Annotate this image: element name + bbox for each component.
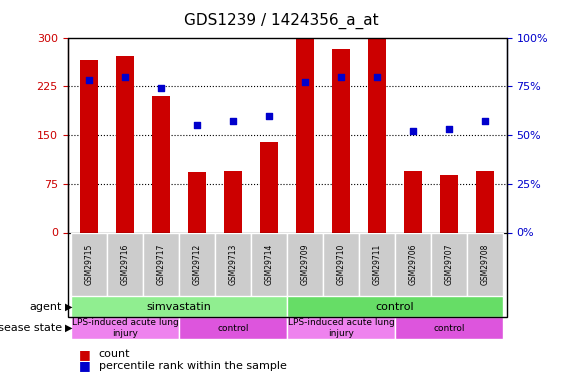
FancyBboxPatch shape <box>179 317 287 339</box>
Text: control: control <box>376 302 414 312</box>
Text: count: count <box>99 350 130 359</box>
Text: GSM29706: GSM29706 <box>409 244 418 285</box>
Point <box>229 118 238 124</box>
Bar <box>404 171 422 232</box>
FancyBboxPatch shape <box>71 296 287 317</box>
Text: GSM29713: GSM29713 <box>229 244 238 285</box>
Bar <box>368 39 386 232</box>
Text: GSM29717: GSM29717 <box>157 244 166 285</box>
Point <box>193 122 202 128</box>
Text: GSM29709: GSM29709 <box>301 244 310 285</box>
Bar <box>116 56 134 232</box>
FancyBboxPatch shape <box>431 232 467 296</box>
FancyBboxPatch shape <box>251 232 287 296</box>
FancyBboxPatch shape <box>287 232 323 296</box>
Point <box>301 80 310 86</box>
Point <box>445 126 454 132</box>
Text: ■: ■ <box>79 348 91 361</box>
FancyBboxPatch shape <box>107 232 143 296</box>
Bar <box>188 172 206 232</box>
FancyBboxPatch shape <box>143 232 179 296</box>
Point <box>265 112 274 118</box>
Text: GSM29708: GSM29708 <box>481 244 490 285</box>
Text: GSM29716: GSM29716 <box>120 244 129 285</box>
FancyBboxPatch shape <box>179 232 215 296</box>
Point <box>373 74 382 80</box>
FancyBboxPatch shape <box>287 296 503 317</box>
FancyBboxPatch shape <box>467 232 503 296</box>
Text: percentile rank within the sample: percentile rank within the sample <box>99 361 287 370</box>
Text: LPS-induced acute lung
injury: LPS-induced acute lung injury <box>72 318 178 338</box>
Point <box>481 118 490 124</box>
Text: agent: agent <box>29 302 62 312</box>
Bar <box>260 141 278 232</box>
Point <box>84 77 93 83</box>
Text: simvastatin: simvastatin <box>147 302 212 312</box>
Text: GSM29707: GSM29707 <box>445 244 454 285</box>
Text: GSM29712: GSM29712 <box>193 244 202 285</box>
Text: control: control <box>217 324 249 333</box>
FancyBboxPatch shape <box>71 317 179 339</box>
FancyBboxPatch shape <box>323 232 359 296</box>
FancyBboxPatch shape <box>395 232 431 296</box>
Bar <box>440 175 458 232</box>
Text: ▶: ▶ <box>65 302 72 312</box>
FancyBboxPatch shape <box>395 317 503 339</box>
Text: GSM29711: GSM29711 <box>373 244 382 285</box>
Text: control: control <box>434 324 465 333</box>
Text: disease state: disease state <box>0 323 62 333</box>
Text: GSM29714: GSM29714 <box>265 244 274 285</box>
Text: ▶: ▶ <box>65 323 72 333</box>
Text: GSM29715: GSM29715 <box>84 244 93 285</box>
Bar <box>332 48 350 232</box>
Bar <box>80 60 98 232</box>
Text: GSM29710: GSM29710 <box>337 244 346 285</box>
Text: ■: ■ <box>79 359 91 372</box>
Point <box>157 85 166 91</box>
Point <box>337 74 346 80</box>
Text: LPS-induced acute lung
injury: LPS-induced acute lung injury <box>288 318 395 338</box>
Bar <box>152 96 170 232</box>
Text: GDS1239 / 1424356_a_at: GDS1239 / 1424356_a_at <box>184 13 379 29</box>
FancyBboxPatch shape <box>287 317 395 339</box>
Point <box>120 74 129 80</box>
FancyBboxPatch shape <box>359 232 395 296</box>
FancyBboxPatch shape <box>71 232 107 296</box>
Point <box>409 128 418 134</box>
FancyBboxPatch shape <box>215 232 251 296</box>
Bar <box>296 28 314 233</box>
Bar <box>476 171 494 232</box>
Bar <box>224 171 242 232</box>
